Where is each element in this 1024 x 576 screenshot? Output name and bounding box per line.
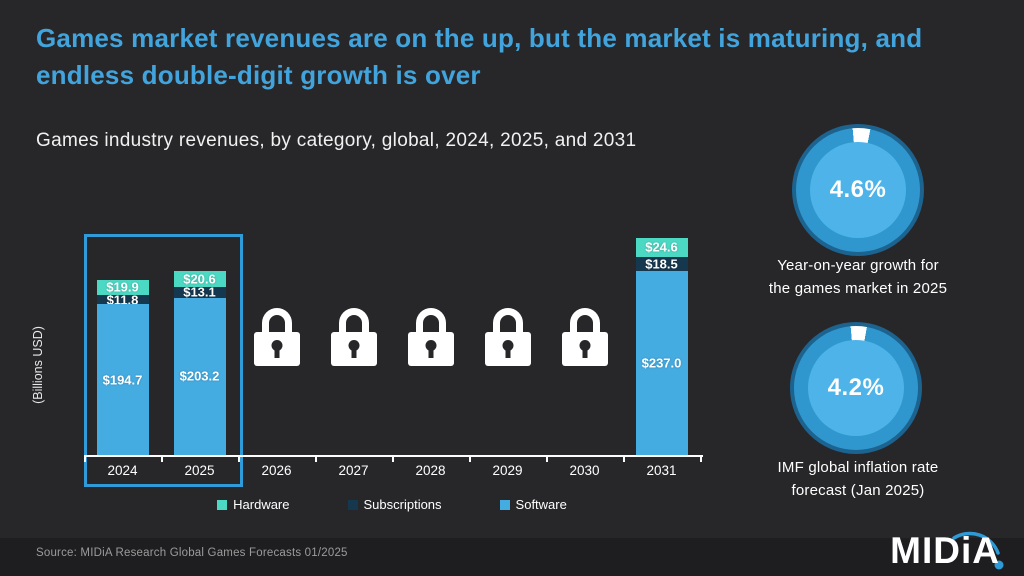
legend-label: Software: [515, 497, 567, 512]
lock-keyhole: [425, 340, 436, 351]
legend-swatch-icon: [217, 499, 228, 510]
bar-2031: $24.6 $18.5 $237.0: [635, 237, 688, 455]
lock-keystem: [274, 348, 279, 358]
x-tick-label-2031: 2031: [646, 463, 677, 478]
value-label: $237.0: [641, 355, 682, 371]
value-label: $20.6: [183, 271, 216, 287]
lock-body: [561, 332, 608, 366]
x-tick-label-2025: 2025: [184, 463, 215, 478]
gauge-growth-2025: 4.6%: [792, 124, 924, 256]
revenue-bar-chart: $19.9 $11.8 $194.7 $20.6 $13.1 $203.2 $24.6 $18…: [84, 230, 700, 455]
lock-icon-2028: [407, 308, 454, 366]
segment-subscriptions-2025: $13.1: [173, 284, 226, 300]
value-label: $194.7: [102, 372, 143, 388]
axis-tick: [238, 456, 240, 462]
lock-keyhole: [502, 340, 513, 351]
legend-item-hardware: Hardware: [217, 497, 290, 512]
bar-2024: $19.9 $11.8 $194.7: [96, 279, 149, 455]
bar-2025: $20.6 $13.1 $203.2: [173, 271, 226, 455]
logo-text: MIDiA: [890, 530, 1000, 571]
lock-keystem: [428, 348, 433, 358]
lock-shackle: [492, 308, 523, 334]
lock-icon-2029: [484, 308, 531, 366]
lock-shackle: [338, 308, 369, 334]
segment-software-2031: $237.0: [635, 271, 688, 455]
legend-swatch-icon: [499, 499, 510, 510]
x-tick-label-2024: 2024: [107, 463, 138, 478]
axis-tick: [700, 456, 702, 462]
axis-tick: [84, 456, 86, 462]
segment-subscriptions-2024: $11.8: [96, 292, 149, 308]
lock-body: [330, 332, 377, 366]
gauge-inflation-caption: IMF global inflation rate forecast (Jan …: [777, 459, 939, 499]
footer-band: [0, 538, 1024, 576]
x-tick-label-2029: 2029: [492, 463, 523, 478]
axis-tick: [161, 456, 163, 462]
gauge-inflation: 4.2%: [790, 322, 922, 454]
axis-tick: [623, 456, 625, 462]
highlight-box-2024-2025: [84, 234, 243, 487]
axis-tick: [392, 456, 394, 462]
value-label: $11.8: [106, 292, 139, 308]
value-label: $24.6: [645, 239, 678, 255]
lock-icon-2030: [561, 308, 608, 366]
legend-item-subscriptions: Subscriptions: [347, 497, 442, 512]
lock-shackle: [261, 308, 292, 334]
x-tick-label-2027: 2027: [338, 463, 369, 478]
gauge-growth-caption: Year-on-year growth for the games market…: [768, 257, 948, 297]
segment-hardware-2024: $19.9: [96, 279, 149, 295]
page-title: Games market revenues are on the up, but…: [36, 23, 923, 90]
lock-keyhole: [348, 340, 359, 351]
lock-shackle: [569, 308, 600, 334]
legend-label: Hardware: [233, 497, 290, 512]
lock-icon-2026: [253, 308, 300, 366]
legend-label: Subscriptions: [363, 497, 442, 512]
segment-hardware-2025: $20.6: [173, 271, 226, 288]
lock-body: [484, 332, 531, 366]
value-label: $203.2: [179, 368, 220, 384]
x-tick-label-2026: 2026: [261, 463, 292, 478]
lock-keystem: [505, 348, 510, 358]
gauge-value: 4.6%: [810, 142, 906, 238]
segment-hardware-2031: $24.6: [635, 237, 688, 257]
lock-keyhole: [579, 340, 590, 351]
chart-legend: Hardware Subscriptions Software: [84, 497, 700, 512]
gauge-value: 4.2%: [808, 340, 904, 436]
lock-body: [407, 332, 454, 366]
x-tick-label-2028: 2028: [415, 463, 446, 478]
lock-icon-2027: [330, 308, 377, 366]
y-axis-label: (Billions USD): [31, 326, 45, 404]
midia-logo: MIDiA: [850, 522, 1010, 574]
value-label: $19.9: [106, 279, 139, 295]
lock-body: [253, 332, 300, 366]
lock-keystem: [582, 348, 587, 358]
value-label: $13.1: [183, 284, 216, 300]
chart-subtitle: Games industry revenues, by category, gl…: [36, 130, 637, 151]
segment-subscriptions-2031: $18.5: [635, 256, 688, 272]
lock-keystem: [351, 348, 356, 358]
axis-tick: [546, 456, 548, 462]
segment-software-2025: $203.2: [173, 297, 226, 455]
lock-keyhole: [271, 340, 282, 351]
segment-software-2024: $194.7: [96, 304, 149, 455]
legend-item-software: Software: [499, 497, 567, 512]
axis-tick: [469, 456, 471, 462]
x-tick-label-2030: 2030: [569, 463, 600, 478]
legend-swatch-icon: [347, 499, 358, 510]
source-note: Source: MIDiA Research Global Games Fore…: [36, 547, 348, 559]
logo-arc-icon: [952, 531, 1004, 570]
lock-shackle: [415, 308, 446, 334]
axis-tick: [315, 456, 317, 462]
value-label: $18.5: [645, 256, 678, 272]
